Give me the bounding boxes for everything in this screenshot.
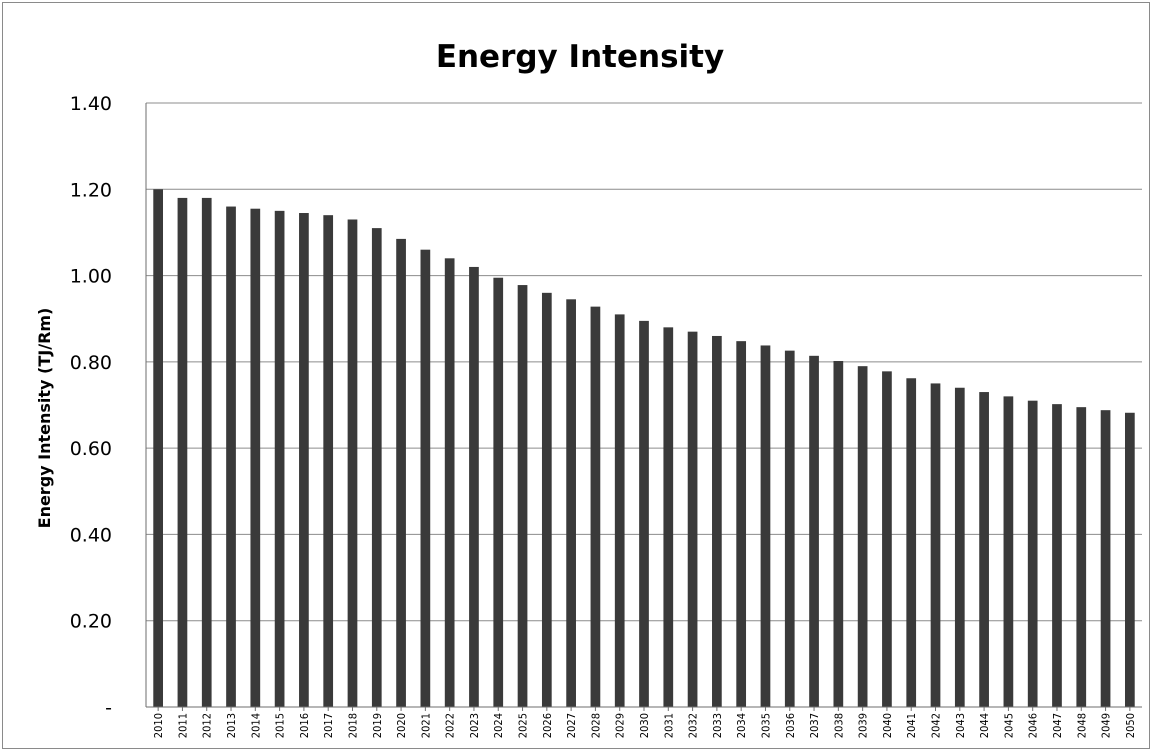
y-tick-label: 1.20 [70,179,112,201]
x-tick-label: 2020 [395,713,408,738]
x-tick-label: 2034 [735,713,748,738]
bar-2011 [177,197,188,707]
bar-2015 [274,210,285,707]
x-tick-label: 2016 [298,713,311,738]
bar-2019 [371,228,382,707]
x-tick-label: 2025 [517,713,530,738]
x-tick-label: 2049 [1100,713,1113,738]
y-tick-labels: - 0.20 0.40 0.60 0.80 1.00 1.20 1.40 [70,93,112,719]
y-tick-label: 0.80 [70,352,112,374]
gridlines [146,102,1142,622]
bar-2023 [469,266,479,707]
x-tick-label: 2021 [419,713,432,738]
bar-2012 [201,197,212,707]
bar-2034 [736,341,747,707]
bar-2024 [493,277,504,707]
x-tick-label: 2041 [905,713,918,738]
x-tick-label: 2029 [614,713,627,738]
bar-2038 [833,360,844,707]
x-tick-label: 2012 [201,713,214,738]
bars [153,189,1135,708]
x-tick-label: 2048 [1075,713,1088,738]
y-tick-label: 0.60 [70,438,112,460]
x-tick-label: 2026 [541,713,554,738]
y-axis-label: Energy Intensity (TJ/Rm) [35,308,54,529]
bar-2040 [882,371,892,707]
x-tick-label: 2032 [687,713,700,738]
bar-2031 [663,327,674,707]
y-tick-label: - [105,697,112,719]
x-tick-label: 2036 [784,713,797,738]
x-tick-label: 2024 [492,713,505,738]
bar-2014 [250,208,261,707]
bar-2021 [420,249,431,707]
bar-2033 [712,335,722,707]
y-tick-label: 1.00 [70,266,112,288]
bar-2022 [444,258,455,707]
x-tick-label: 2028 [589,713,602,738]
bar-2048 [1076,407,1087,707]
x-tick-label: 2040 [881,713,894,738]
x-tick-label: 2014 [249,713,262,738]
bar-2042 [930,383,941,707]
bar-2044 [979,392,989,707]
x-tick-label: 2044 [978,713,991,738]
bar-2025 [517,285,528,707]
x-tick-label: 2038 [832,713,845,738]
bar-2032 [687,331,698,707]
bar-2013 [226,206,236,708]
x-tick-label: 2035 [759,713,772,738]
bar-2037 [809,355,819,707]
bar-2016 [299,213,309,707]
x-tick-label: 2023 [468,713,481,738]
bar-2010 [153,189,164,708]
x-tick-label: 2017 [322,713,335,738]
y-tick-label: 0.20 [70,611,112,633]
bar-2047 [1052,404,1062,707]
chart-title: Energy Intensity [436,39,724,75]
bar-2028 [590,306,601,707]
bar-2020 [396,238,406,707]
x-tick-label: 2033 [711,713,724,738]
x-tick-label: 2045 [1002,713,1015,738]
bar-2036 [784,350,795,707]
x-tick-label: 2031 [662,713,675,738]
x-tick-label: 2013 [225,713,238,738]
axes [145,103,1142,711]
x-tick-label: 2043 [954,713,967,738]
x-tick-label: 2022 [444,713,457,738]
bar-2027 [566,299,576,707]
x-tick-label: 2039 [857,713,870,738]
x-tick-label: 2037 [808,713,821,738]
bar-2039 [857,366,868,707]
bar-2050 [1124,412,1135,707]
bar-2018 [347,219,358,707]
bar-2030 [639,320,649,707]
bar-2041 [906,378,917,707]
x-tick-label: 2015 [274,713,287,738]
bar-2045 [1003,396,1014,707]
bar-2043 [954,387,965,707]
bar-2049 [1100,410,1111,707]
x-tick-label: 2047 [1051,713,1064,738]
x-tick-label: 2018 [346,713,359,738]
bar-2026 [541,292,552,707]
x-tick-label: 2050 [1124,713,1137,738]
y-tick-label: 1.40 [70,93,112,115]
bar-2017 [323,215,334,707]
x-tick-label: 2011 [176,713,189,738]
x-tick-label: 2019 [371,713,384,738]
x-tick-label: 2042 [930,713,943,738]
bar-2035 [760,345,771,707]
x-tick-label: 2046 [1027,713,1040,738]
y-tick-label: 0.40 [70,524,112,546]
bar-2029 [614,314,625,707]
bar-2046 [1027,400,1038,707]
x-tick-labels: 2010 2011 2012 2013 2014 2015 2016 2017 2018 2019… [152,713,1137,738]
x-tick-label: 2030 [638,713,651,738]
x-tick-label: 2027 [565,713,578,738]
x-tick-label: 2010 [152,713,165,738]
